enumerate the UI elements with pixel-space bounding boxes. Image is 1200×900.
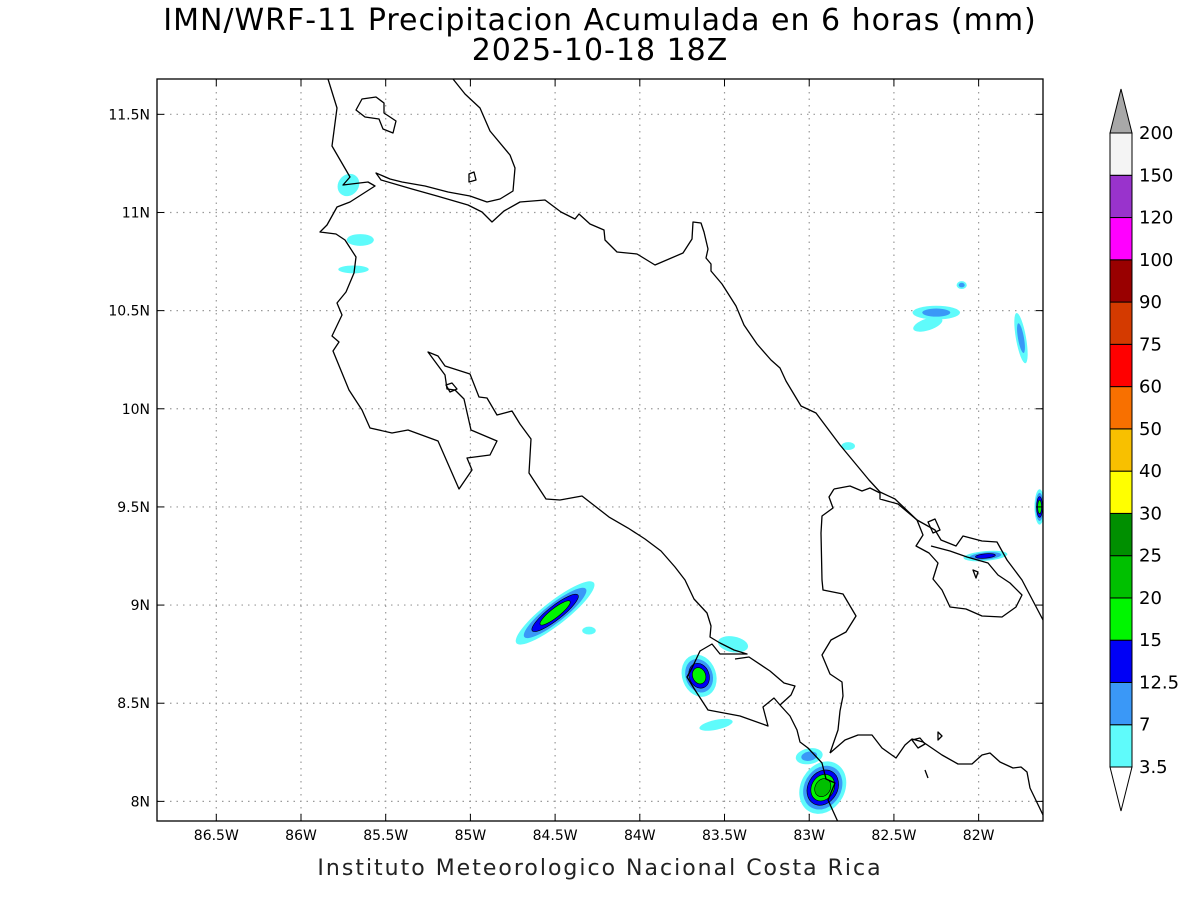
colorbar-over-triangle [1109,88,1133,134]
precip-contour [958,282,965,288]
precip-area-burica-east [795,748,823,765]
y-tick-label: 10N [122,402,150,418]
precip-area-caribbean-cell-4 [956,281,967,290]
precip-area-golfito-cell [681,654,717,697]
precip-contour [346,234,374,246]
precip-contour [913,317,943,332]
x-tick-label: 84W [624,828,656,844]
colorbar-level-label: 7 [1139,715,1150,736]
precip-contour [338,265,369,274]
y-tick-label: 9.5N [117,500,150,516]
colorbar-swatch [1109,217,1133,261]
map-frame [156,78,1044,822]
colorbar-level-label: 200 [1139,123,1173,144]
colorbar-swatch [1109,597,1133,641]
colorbar-level-label: 90 [1139,292,1162,313]
colorbar-swatch [1109,428,1133,472]
y-tick-label: 11.5N [108,107,150,123]
colorbar-level-label: 75 [1139,334,1162,355]
colorbar-level-label: 100 [1139,250,1173,271]
footer-credit: Instituto Meteorologico Nacional Costa R… [317,856,883,881]
colorbar-swatch [1109,681,1133,726]
chart-title: IMN/WRF-11 Precipitacion Acumulada en 6 … [163,3,1037,38]
precip-area-burica-cells [799,761,847,814]
precip-contour [922,308,951,317]
colorbar-level-label: 15 [1139,630,1162,651]
x-tick-label: 83W [793,828,825,844]
panama-south-coast [829,734,1043,816]
colorbar-level-label: 25 [1139,546,1162,567]
colorbar-swatch [1109,301,1133,345]
map-grid [157,79,1043,821]
y-tick-label: 9N [131,598,150,614]
x-tick-label: 84.5W [533,828,578,844]
y-tick-label: 8N [131,794,150,810]
precip-area-nicoya-nw-coast-2 [346,234,374,246]
x-tick-label: 86W [285,828,317,844]
colorbar-level-label: 12.5 [1139,672,1179,693]
colorbar-swatch [1109,132,1133,176]
precip-area-burica-offshore [699,718,733,731]
precip-contour [582,626,596,635]
colorbar-under-triangle [1109,766,1133,812]
precip-area-osa-offshore [515,581,595,645]
colorbar-level-label: 40 [1139,461,1162,482]
colorbar-swatch [1109,512,1133,557]
x-tick-label: 86.5W [194,828,239,844]
x-tick-label: 85.5W [363,828,408,844]
x-tick-label: 85W [455,828,487,844]
precip-contour [1017,323,1025,353]
x-tick-label: 83.5W [702,828,747,844]
axis-ticks: 86.5W 86W 85.5W 85W 84.5W 84W 83.5W 83W 82.5W 82W… [108,79,1043,844]
colorbar: 3.5 7 12.5 15 20 25 30 40 50 60 75 90 100 120 150 200 [1109,88,1179,812]
precip-contour [841,442,855,450]
y-tick-label: 11N [122,205,150,221]
gulf-islet [445,382,458,393]
precip-area-golfito-north [717,636,749,653]
colorbar-level-label: 120 [1139,208,1173,229]
colorbar-swatch [1109,639,1133,683]
golfo-dulce-shore [734,656,796,706]
colorbar-level-label: 30 [1139,503,1162,524]
coastline [319,79,1043,821]
x-tick-label: 82W [963,828,995,844]
precip-area-osa-offshore-small [582,626,596,635]
colorbar-swatch [1109,555,1133,599]
colorbar-swatch [1109,386,1133,430]
precipitation-field [337,173,1043,814]
y-tick-label: 8.5N [117,696,150,712]
precip-contour [699,718,733,731]
colorbar-swatch [1109,343,1133,388]
precip-area-limon-offshore [841,442,855,450]
x-tick-label: 82.5W [871,828,916,844]
precip-area-caribbean-cell-1 [912,305,960,320]
y-tick-label: 10.5N [108,304,150,320]
caribbean-coastline [375,79,1043,621]
panama-border [820,485,1023,754]
chart-subtitle: 2025-10-18 18Z [471,33,729,68]
bocas-islands [911,518,979,779]
colorbar-level-label: 3.5 [1139,757,1168,778]
colorbar-swatch [1109,724,1133,768]
colorbar-swatch [1109,470,1133,514]
colorbar-level-label: 50 [1139,419,1162,440]
precip-contour [717,636,749,653]
colorbar-level-label: 150 [1139,165,1173,186]
colorbar-swatch [1109,259,1133,303]
colorbar-level-label: 60 [1139,377,1162,398]
precip-contour [692,667,707,685]
nicaragua-lake-island [355,96,397,134]
precip-area-bocas-cell [963,550,1008,562]
precip-area-caribbean-cell-2 [913,317,943,332]
precip-area-caribbean-cell-3 [1014,312,1028,364]
precip-area-nicoya-nw-coast-3 [338,265,369,274]
pacific-coastline [319,79,839,821]
precip-contour [539,600,571,626]
colorbar-swatch [1109,174,1133,219]
precip-contour [975,553,996,559]
lake-islet [468,171,477,183]
colorbar-level-label: 20 [1139,588,1162,609]
